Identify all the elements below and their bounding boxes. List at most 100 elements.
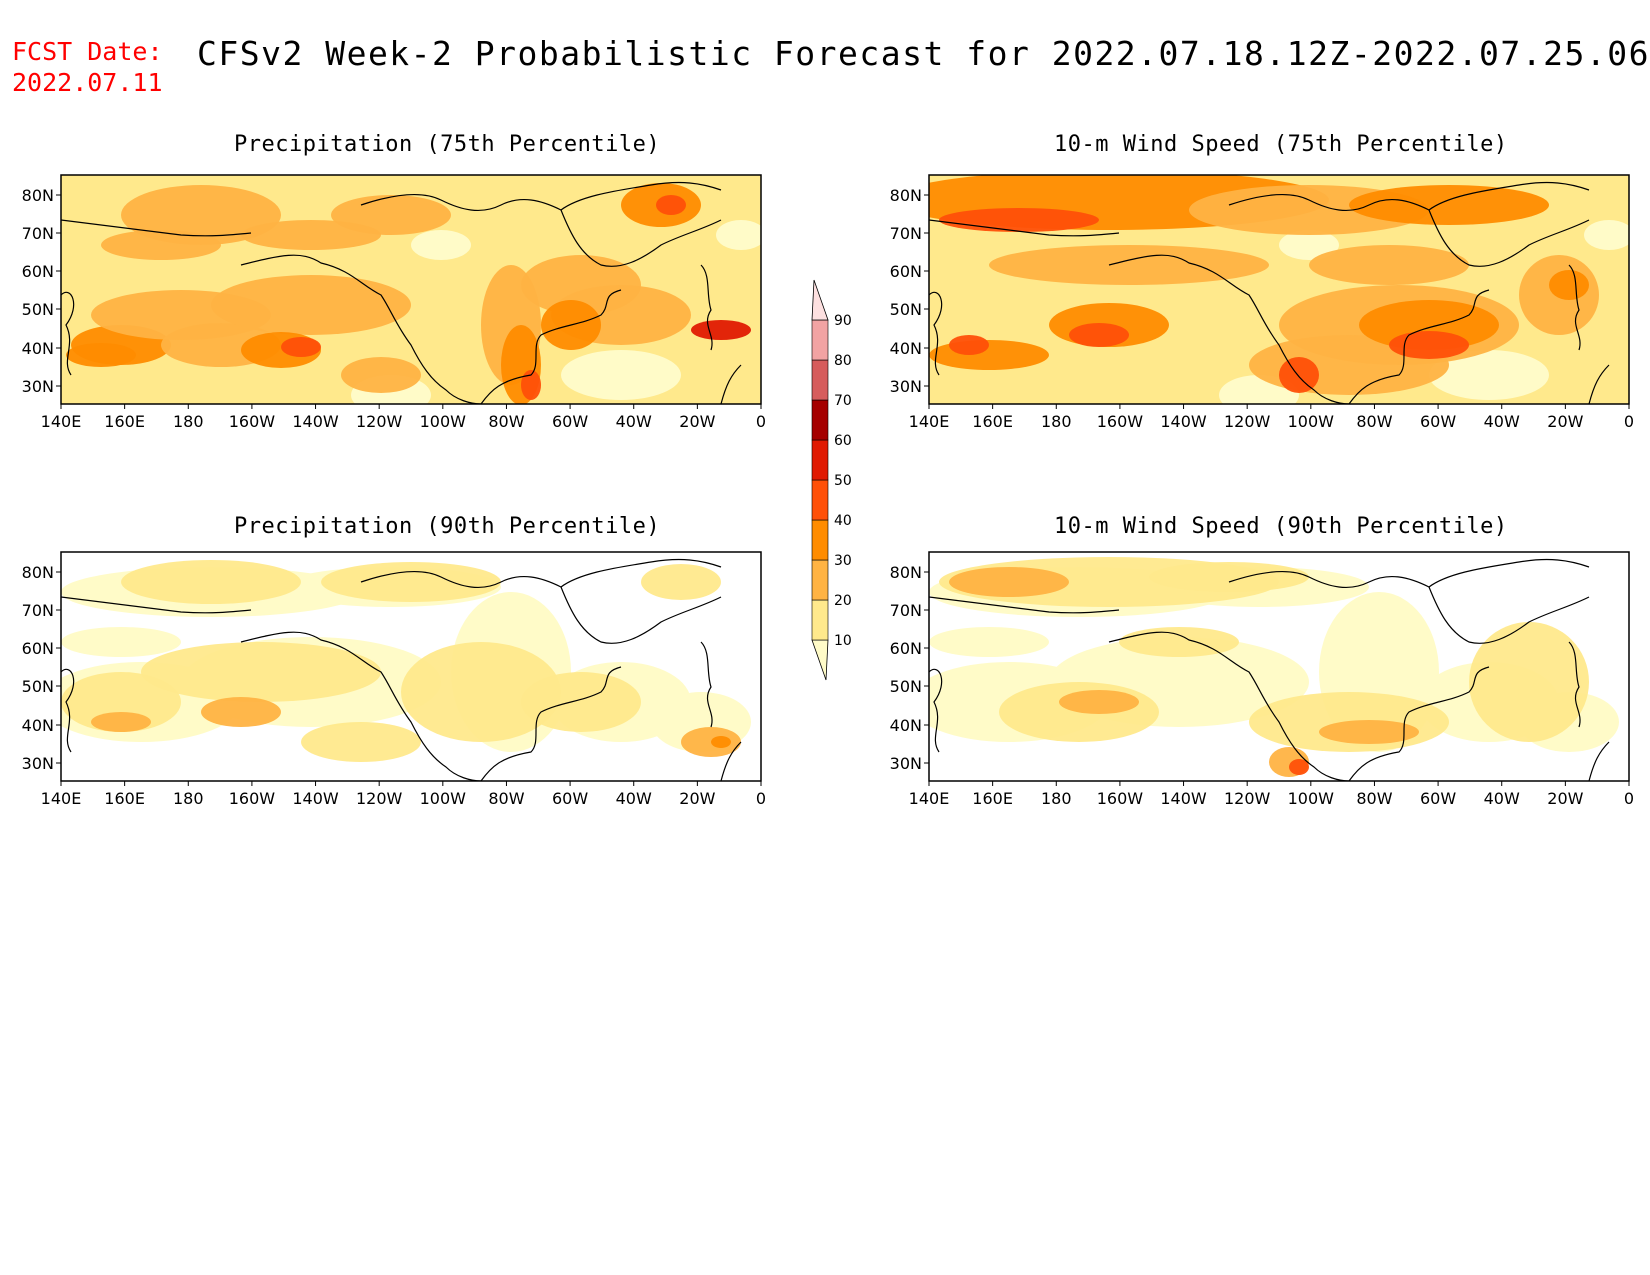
shade-blob <box>656 195 686 215</box>
coastline <box>1588 741 1610 781</box>
lon-label: 180 <box>1041 789 1072 808</box>
lon-label: 120W <box>356 789 403 808</box>
lon-label: 20W <box>1547 412 1583 431</box>
colorbar-segment <box>811 479 829 521</box>
lon-label: 20W <box>1547 789 1583 808</box>
shade-blob <box>1469 622 1589 742</box>
lon-label: 40W <box>1484 412 1520 431</box>
lon-label: 40W <box>616 789 652 808</box>
coastline <box>1228 558 1590 588</box>
coastline <box>61 668 75 753</box>
coastline <box>1428 209 1590 267</box>
lat-label: 80N <box>22 563 54 582</box>
shading-precip-90 <box>61 552 761 781</box>
coastline <box>61 291 75 376</box>
shade-blob <box>1119 627 1239 657</box>
coastline <box>360 181 722 211</box>
lat-label: 70N <box>22 224 54 243</box>
lat-label: 70N <box>890 601 922 620</box>
coastline <box>1588 364 1610 404</box>
colorbar-label: 70 <box>834 393 852 409</box>
coastline <box>360 558 722 588</box>
colorbar-label: 20 <box>834 593 852 609</box>
coastline <box>1348 666 1490 781</box>
shade-blob <box>1309 245 1469 285</box>
lon-label: 180 <box>173 789 204 808</box>
lon-label: 160W <box>229 412 276 431</box>
coastline <box>1348 289 1490 404</box>
colorbar-segment <box>811 359 829 401</box>
lon-label: 100W <box>1288 789 1335 808</box>
shade-blob <box>949 335 989 355</box>
lon-label: 160E <box>972 789 1013 808</box>
lon-label: 120W <box>1224 412 1271 431</box>
lon-label: 100W <box>1288 412 1335 431</box>
shade-blob <box>321 562 501 602</box>
coastline <box>1568 264 1581 351</box>
lon-label: 160E <box>972 412 1013 431</box>
lon-label: 40W <box>1484 789 1520 808</box>
coastline <box>929 291 943 376</box>
shade-blob <box>1289 759 1309 775</box>
coastline <box>700 641 713 728</box>
shade-blob <box>411 230 471 260</box>
coastline <box>560 586 722 644</box>
lon-label: 80W <box>488 412 524 431</box>
lon-label: 0 <box>1624 789 1634 808</box>
lon-label: 0 <box>756 789 766 808</box>
lon-label: 120W <box>1224 789 1271 808</box>
coastline <box>61 219 252 237</box>
lat-label: 70N <box>890 224 922 243</box>
lat-label: 70N <box>22 601 54 620</box>
shade-blob <box>101 230 221 260</box>
shade-blob <box>691 320 751 340</box>
shade-blob <box>1319 720 1419 744</box>
shade-blob <box>641 564 721 600</box>
coastline <box>61 596 252 614</box>
shade-blob <box>1549 270 1589 300</box>
lon-label: 120W <box>356 412 403 431</box>
lon-label: 160E <box>104 412 145 431</box>
lon-label: 60W <box>1420 412 1456 431</box>
map-frame <box>928 551 1630 782</box>
lon-label: 160W <box>1097 789 1144 808</box>
map-precip-75 <box>61 175 761 404</box>
map-frame <box>60 551 762 782</box>
lat-label: 40N <box>890 339 922 358</box>
shade-blob <box>401 642 561 742</box>
colorbar-label: 30 <box>834 553 852 569</box>
forecast-date-label: FCST Date: 2022.07.11 <box>12 36 163 98</box>
shade-blob <box>1069 323 1129 347</box>
coastline <box>480 289 622 404</box>
coastline <box>720 741 742 781</box>
shade-blob <box>716 220 761 250</box>
colorbar-segment <box>811 599 829 641</box>
lon-label: 140E <box>41 412 82 431</box>
colorbar-segment <box>811 639 829 681</box>
shade-blob <box>1279 230 1339 260</box>
colorbar-label: 50 <box>834 473 852 489</box>
shade-blob <box>711 736 731 748</box>
map-wind-90 <box>929 552 1629 781</box>
coastline <box>929 596 1120 614</box>
shade-blob <box>521 672 641 732</box>
lon-label: 180 <box>1041 412 1072 431</box>
shade-blob <box>301 722 421 762</box>
shade-blob <box>61 672 181 732</box>
map-frame <box>928 174 1630 405</box>
shade-blob <box>561 350 681 400</box>
shade-blob <box>1429 350 1549 400</box>
lon-label: 40W <box>616 412 652 431</box>
coastline <box>560 209 722 267</box>
shade-blob <box>1359 300 1499 350</box>
coastline <box>1428 586 1590 644</box>
colorbar-segment <box>811 439 829 481</box>
colorbar-segment <box>811 399 829 441</box>
coastline <box>240 631 482 781</box>
lon-label: 140E <box>41 789 82 808</box>
lat-label: 30N <box>22 754 54 773</box>
shade-blob <box>1584 220 1629 250</box>
lat-label: 50N <box>890 300 922 319</box>
lat-label: 40N <box>22 716 54 735</box>
fcst-date-caption: FCST Date: <box>12 37 163 66</box>
